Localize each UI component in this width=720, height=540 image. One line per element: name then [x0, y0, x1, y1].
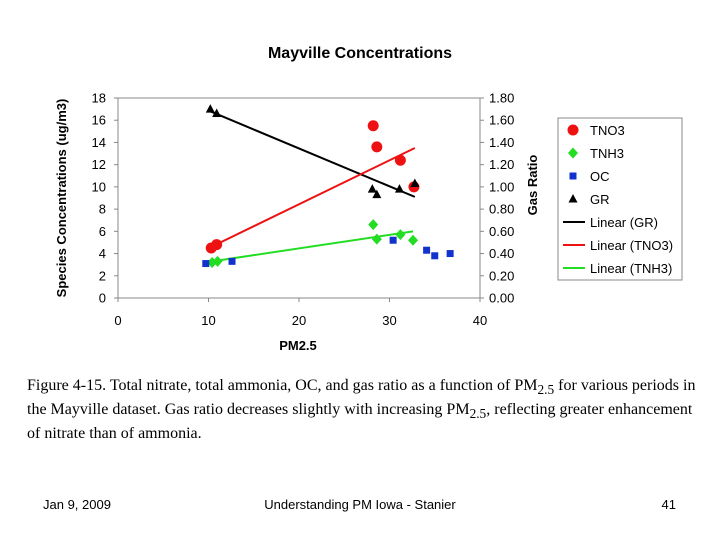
y-right-tick-label: 0.80 — [489, 202, 514, 217]
trendline-linear-tno3 — [210, 147, 416, 248]
y-right-axis-label: Gas Ratio — [525, 155, 540, 216]
data-point-gr — [372, 189, 382, 199]
legend-marker-gr — [568, 194, 578, 203]
x-tick-label: 30 — [382, 313, 396, 328]
x-tick-label: 0 — [114, 313, 121, 328]
y-right-axis-ticks: 0.00 0.20 0.40 0.60 0.80 1.00 1.20 1.40 1.60 1.80 — [480, 91, 514, 306]
x-tick-label: 40 — [473, 313, 487, 328]
y-right-tick-label: 1.00 — [489, 179, 514, 194]
data-point-tnh3 — [395, 229, 406, 241]
y-left-tick-label: 0 — [99, 291, 106, 306]
legend-label: Linear (TNH3) — [590, 261, 672, 276]
y-right-tick-label: 0.20 — [489, 268, 514, 283]
chart-title: Mayville Concentrations — [268, 45, 452, 62]
y-left-axis-ticks: 0 2 4 6 8 10 12 14 16 18 — [92, 91, 118, 306]
legend: TNO3 TNH3 OC GR Linear (GR) Linear (TNO3) Line… — [563, 123, 673, 276]
data-point-gr — [205, 104, 215, 113]
data-point-oc — [431, 252, 439, 260]
data-markers — [202, 104, 454, 268]
legend-marker-oc — [569, 172, 577, 180]
y-right-tick-label: 0.00 — [489, 291, 514, 306]
y-left-axis-label: Species Concentrations (ug/m3) — [54, 99, 69, 298]
y-left-tick-label: 6 — [99, 224, 106, 239]
x-axis-label: PM2.5 — [279, 338, 317, 353]
data-point-oc — [228, 257, 236, 265]
data-point-tno3 — [371, 141, 383, 153]
legend-box — [557, 117, 683, 281]
y-left-tick-label: 10 — [92, 179, 106, 194]
data-point-oc — [389, 236, 397, 244]
x-tick-label: 10 — [201, 313, 215, 328]
x-tick-label: 20 — [292, 313, 306, 328]
data-point-oc — [446, 250, 454, 258]
y-left-tick-label: 4 — [99, 246, 106, 261]
data-point-tno3 — [367, 120, 379, 132]
data-point-gr — [410, 178, 420, 188]
x-axis-ticks: 0 10 20 30 40 — [114, 298, 487, 328]
y-left-tick-label: 18 — [92, 91, 106, 106]
legend-label: OC — [590, 169, 610, 184]
footer-title: Understanding PM Iowa - Stanier — [264, 497, 456, 512]
data-point-tno3 — [211, 239, 223, 251]
footer-page-number: 41 — [661, 497, 676, 512]
y-left-tick-label: 8 — [99, 202, 106, 217]
legend-label: Linear (TNO3) — [590, 238, 673, 253]
y-right-tick-label: 1.80 — [489, 91, 514, 106]
data-point-oc — [202, 260, 210, 268]
legend-label: GR — [590, 192, 610, 207]
data-point-oc — [423, 246, 431, 254]
y-right-tick-label: 1.40 — [489, 135, 514, 150]
legend-label: Linear (GR) — [590, 215, 658, 230]
y-left-tick-label: 12 — [92, 157, 106, 172]
figure-caption: Figure 4-15. Total nitrate, total ammoni… — [27, 377, 696, 443]
data-point-gr — [394, 184, 404, 193]
footer-date: Jan 9, 2009 — [43, 497, 111, 512]
y-right-tick-label: 1.60 — [489, 113, 514, 128]
data-point-tnh3 — [408, 234, 419, 246]
y-right-tick-label: 0.40 — [489, 246, 514, 261]
y-right-tick-label: 1.20 — [489, 157, 514, 172]
y-left-tick-label: 2 — [99, 268, 106, 283]
data-point-tnh3 — [212, 255, 223, 267]
plot-area — [117, 97, 481, 299]
data-point-tnh3 — [371, 233, 382, 245]
chart: Mayville Concentrations 0 10 20 30 40 0 2 4 6 8 1… — [54, 45, 683, 353]
data-point-gr — [367, 184, 377, 193]
legend-label: TNH3 — [590, 146, 624, 161]
trendline-linear-tnh3 — [211, 230, 414, 263]
y-left-tick-label: 14 — [92, 135, 106, 150]
legend-marker-tnh3 — [568, 147, 578, 159]
legend-label: TNO3 — [590, 123, 625, 138]
legend-marker-tno3 — [567, 124, 579, 136]
y-right-tick-label: 0.60 — [489, 224, 514, 239]
data-point-tno3 — [394, 154, 406, 166]
trend-lines — [209, 110, 416, 263]
data-point-tnh3 — [368, 219, 379, 231]
trendline-linear-gr — [209, 110, 416, 198]
data-point-gr — [212, 108, 222, 118]
y-left-tick-label: 16 — [92, 113, 106, 128]
